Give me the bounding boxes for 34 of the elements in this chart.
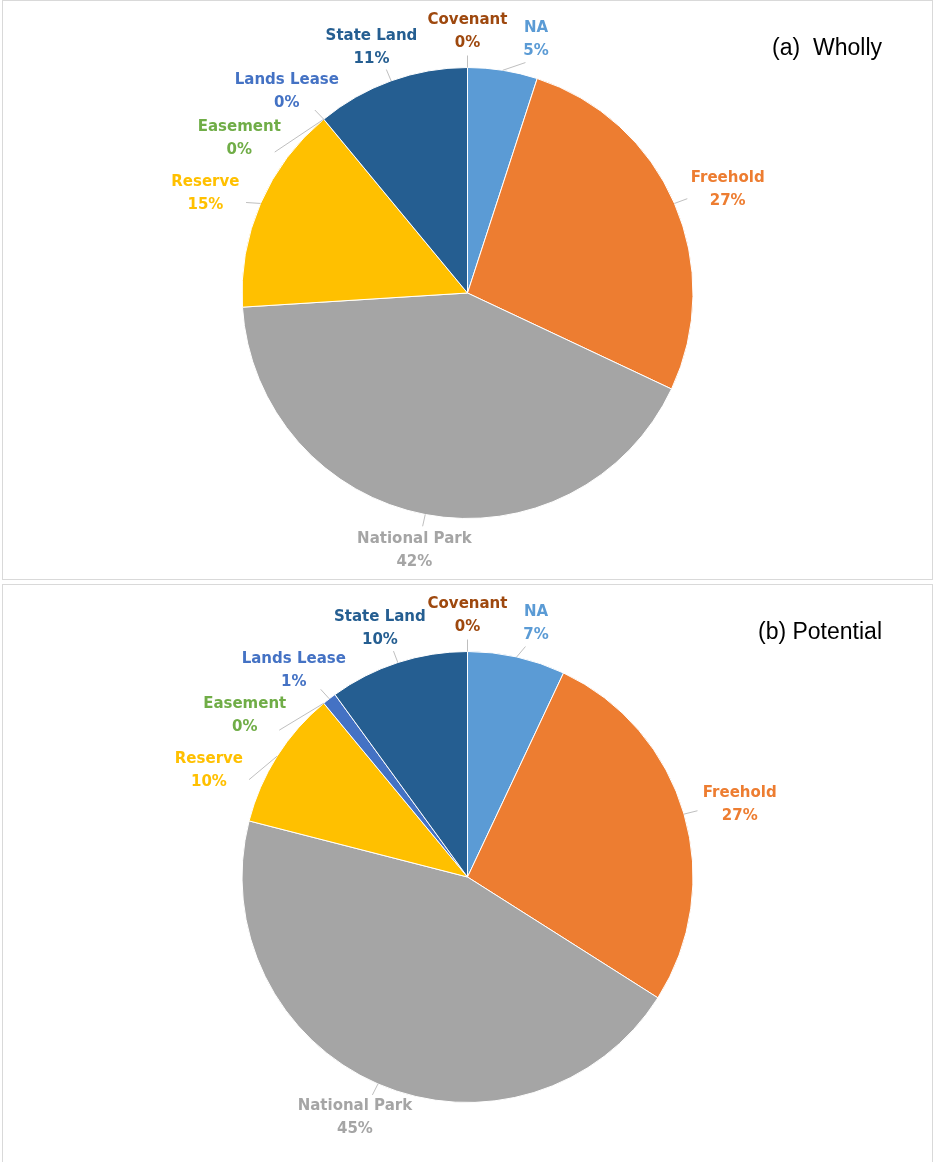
data-label: 1% (281, 672, 307, 691)
data-label: 45% (336, 1118, 373, 1137)
text: 0% (454, 617, 481, 636)
text: 0% (231, 717, 258, 736)
data-label: 27% (721, 805, 758, 824)
category-label: Covenant (427, 10, 508, 29)
data-label: 11% (353, 48, 390, 67)
slice-label: Freehold (690, 168, 765, 187)
slice-label: Lands Lease (241, 649, 346, 668)
slice-label: NA (524, 18, 549, 37)
slice-label: National Park (357, 528, 473, 547)
category-label: Easement (203, 694, 287, 713)
slice-label: Reserve (171, 172, 240, 191)
data-label: 27% (709, 191, 746, 210)
text: 0% (274, 93, 300, 112)
slice-label: Freehold (702, 782, 777, 801)
data-label: 42% (396, 551, 433, 570)
text: 0% (454, 33, 481, 52)
slice-label: NA (524, 602, 549, 621)
slice-label: State Land (325, 25, 418, 44)
data-label: 10% (190, 771, 227, 790)
category-label: Covenant (427, 594, 508, 613)
slice-label: State Land (334, 607, 426, 626)
data-label: 5% (523, 41, 549, 60)
slice-label: National Park (297, 1095, 414, 1114)
data-label: 10% (361, 630, 398, 649)
category-label: Lands Lease (234, 70, 339, 89)
text: (b) Potential (757, 618, 882, 645)
data-label: 7% (523, 625, 549, 644)
slice-label: Reserve (174, 748, 244, 767)
data-label: 15% (187, 195, 224, 214)
text: 0% (226, 139, 253, 158)
category-label: Easement (197, 116, 281, 135)
text: (a) Wholly (772, 34, 883, 61)
